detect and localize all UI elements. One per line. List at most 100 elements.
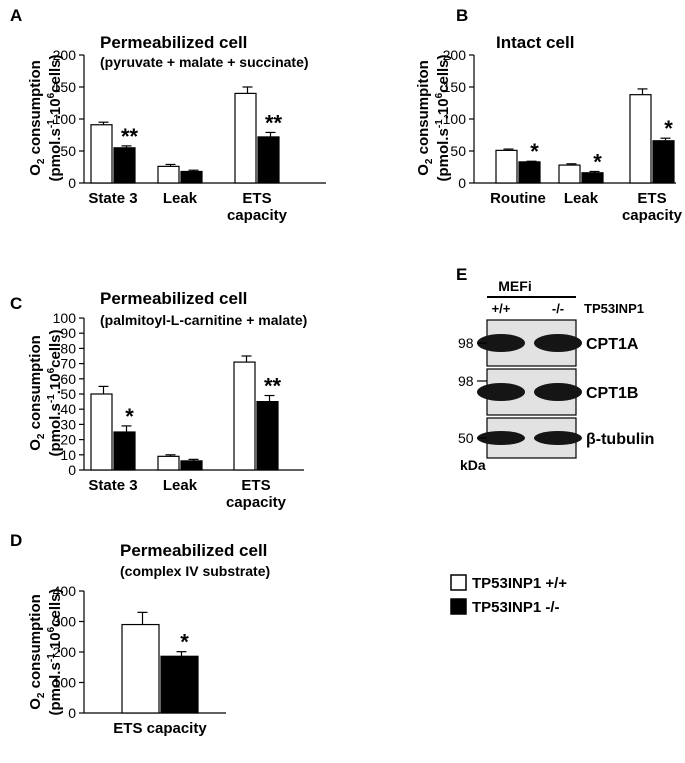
bar-ko: [257, 136, 280, 184]
chart-subtitle: (palmitoyl-L-carnitine + malate): [100, 312, 307, 328]
bar-ko: [180, 170, 203, 184]
x-tick-label: Routine: [490, 190, 546, 207]
bar-ko: [113, 431, 136, 471]
blot-band: [534, 334, 582, 352]
panel-letter: D: [10, 531, 22, 550]
panel-letter: E: [456, 265, 467, 284]
y-tick-label: 0: [458, 175, 466, 191]
band-label: CPT1A: [586, 336, 639, 353]
x-tick-label: ETS: [241, 477, 270, 494]
y-tick-label: 100: [53, 310, 77, 326]
y-axis-label: O2 consumption (pmol.s-1.106cells): [27, 588, 64, 715]
x-tick-label: State 3: [88, 477, 137, 494]
bar-ko: [256, 401, 279, 471]
y-tick-label: 0: [68, 705, 76, 721]
bar-ko: [581, 172, 604, 184]
y-tick-label: 50: [60, 143, 76, 159]
x-tick-label: capacity: [622, 207, 683, 224]
y-tick-label: 150: [53, 79, 77, 95]
chart-title: Permeabilized cell: [100, 33, 247, 52]
bar-wt: [90, 393, 113, 471]
chart-panel-C: C Permeabilized cell (palmitoyl-L-carnitin…: [10, 289, 307, 511]
significance-marker: *: [180, 630, 189, 655]
y-tick-label: 80: [60, 340, 76, 356]
y-tick-label: 90: [60, 325, 76, 341]
y-tick-label: 10: [60, 447, 76, 463]
y-tick-label: 70: [60, 356, 76, 372]
chart-subtitle: (complex IV substrate): [120, 563, 270, 579]
mw-marker: 98: [458, 373, 474, 389]
bar-wt: [629, 94, 652, 184]
chart-subtitle: (pyruvate + malate + succinate): [100, 54, 309, 70]
bar-wt: [234, 92, 257, 184]
legend-swatch: [450, 598, 467, 615]
y-tick-label: 100: [53, 111, 77, 127]
bar-wt: [157, 455, 180, 471]
y-tick-label: 200: [443, 47, 467, 63]
mw-marker: 98: [458, 335, 474, 351]
x-tick-label: Leak: [163, 190, 198, 207]
y-tick-label: 400: [53, 583, 77, 599]
significance-marker: **: [264, 374, 282, 399]
mw-marker: 50: [458, 430, 474, 446]
y-axis-label: O2 consumption (pmol.s-1.106cells): [27, 54, 64, 181]
bar-wt: [90, 124, 113, 184]
bar-ko: [180, 460, 203, 471]
y-tick-label: 50: [450, 143, 466, 159]
lane-label: +/+: [492, 301, 511, 316]
x-tick-label: ETS capacity: [113, 720, 207, 737]
significance-marker: *: [593, 149, 602, 174]
chart-panel-D: D Permeabilized cell (complex IV substrate…: [10, 531, 270, 737]
legend-swatch: [450, 574, 467, 591]
chart-title: Permeabilized cell: [100, 289, 247, 308]
x-tick-label: capacity: [227, 207, 288, 224]
y-tick-label: 50: [60, 386, 76, 402]
y-tick-label: 200: [53, 644, 77, 660]
band-label: CPT1B: [586, 385, 638, 402]
bar-wt: [157, 165, 180, 184]
y-tick-label: 200: [53, 47, 77, 63]
y-tick-label: 0: [68, 462, 76, 478]
blot-band: [477, 383, 525, 401]
genotype-label: TP53INP1: [584, 301, 644, 316]
bar-wt: [558, 164, 581, 184]
x-tick-label: State 3: [88, 190, 137, 207]
chart-title: Permeabilized cell: [120, 541, 267, 560]
blot-band: [534, 383, 582, 401]
band-label: β-tubulin: [586, 431, 654, 448]
x-tick-label: ETS: [637, 190, 666, 207]
x-tick-label: ETS: [242, 190, 271, 207]
y-axis-label: O2 consumpiton (pmol.s-1.106cells): [415, 54, 452, 181]
blot-band: [477, 431, 525, 445]
legend: TP53INP1 +/+ TP53INP1 -/-: [450, 574, 567, 616]
y-tick-label: 100: [443, 111, 467, 127]
panel-letter: C: [10, 294, 22, 313]
bar-ko: [113, 147, 136, 184]
legend-label: TP53INP1 +/+: [472, 575, 567, 592]
panel-letter: A: [10, 6, 22, 25]
western-blot-panel: E MEFi TP53INP1 +/+ -/- CPT1A 98 CPT1B 98 β-tubul…: [456, 265, 654, 473]
bar-ko: [652, 140, 675, 184]
x-tick-label: capacity: [226, 494, 287, 511]
blot-band: [477, 334, 525, 352]
lane-label: -/-: [552, 301, 564, 316]
y-tick-label: 300: [53, 614, 77, 630]
y-tick-label: 0: [68, 175, 76, 191]
y-tick-label: 40: [60, 401, 76, 417]
y-tick-label: 150: [443, 79, 467, 95]
y-tick-label: 30: [60, 416, 76, 432]
significance-marker: **: [265, 110, 283, 135]
x-tick-label: Leak: [163, 477, 198, 494]
significance-marker: *: [125, 404, 134, 429]
significance-marker: **: [121, 124, 139, 149]
y-tick-label: 100: [53, 675, 77, 691]
y-tick-label: 60: [60, 371, 76, 387]
blot-band: [534, 431, 582, 445]
mw-unit: kDa: [460, 457, 486, 473]
bar-wt: [121, 623, 160, 714]
significance-marker: *: [664, 116, 673, 141]
group-label: MEFi: [498, 278, 531, 294]
chart-panel-A: A Permeabilized cell (pyruvate + malate + …: [10, 6, 326, 224]
